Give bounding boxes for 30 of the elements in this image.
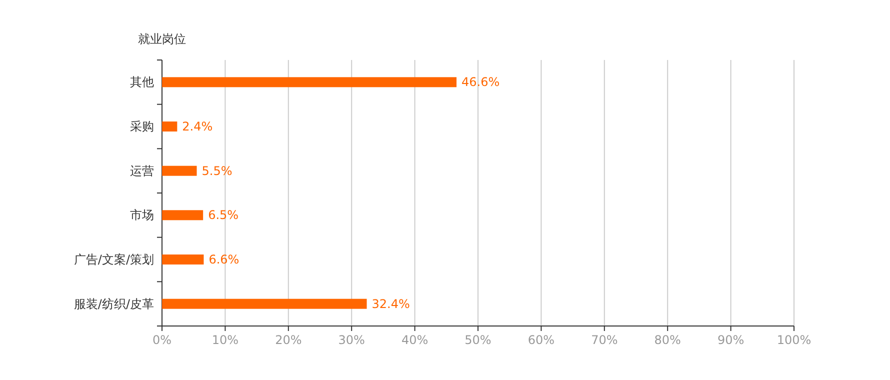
x-tick-label: 60% bbox=[528, 333, 555, 347]
bar bbox=[162, 122, 178, 132]
x-tick-label: 40% bbox=[401, 333, 428, 347]
data-label: 32.4% bbox=[372, 296, 410, 311]
y-tick-label: 服装/纺织/皮革 bbox=[74, 296, 154, 311]
x-tick-label: 80% bbox=[654, 333, 681, 347]
x-tick-label: 50% bbox=[464, 333, 492, 347]
x-tick-label: 30% bbox=[338, 333, 365, 347]
x-tick-label: 90% bbox=[717, 333, 744, 347]
data-label: 6.5% bbox=[208, 208, 239, 222]
y-tick-label: 市场 bbox=[130, 208, 154, 222]
y-tick-label: 广告/文案/策划 bbox=[74, 252, 154, 266]
x-tick-label: 0% bbox=[152, 333, 172, 347]
data-label: 6.6% bbox=[208, 252, 240, 266]
x-tick-label: 100% bbox=[776, 333, 812, 347]
bar bbox=[162, 210, 204, 220]
bar bbox=[162, 298, 367, 309]
y-tick-label: 其他 bbox=[130, 75, 154, 90]
x-tick-label: 10% bbox=[212, 333, 239, 347]
bar bbox=[162, 77, 457, 88]
data-label: 2.4% bbox=[182, 120, 213, 134]
y-axis-title: 就业岗位 bbox=[138, 32, 186, 46]
x-tick-label: 70% bbox=[591, 333, 618, 347]
data-label: 46.6% bbox=[462, 75, 500, 90]
y-tick-label: 运营 bbox=[130, 164, 154, 178]
y-tick-label: 采购 bbox=[130, 120, 154, 134]
bar bbox=[162, 254, 204, 264]
bar bbox=[162, 166, 197, 176]
data-label: 5.5% bbox=[202, 164, 232, 178]
x-tick-label: 20% bbox=[275, 333, 302, 347]
